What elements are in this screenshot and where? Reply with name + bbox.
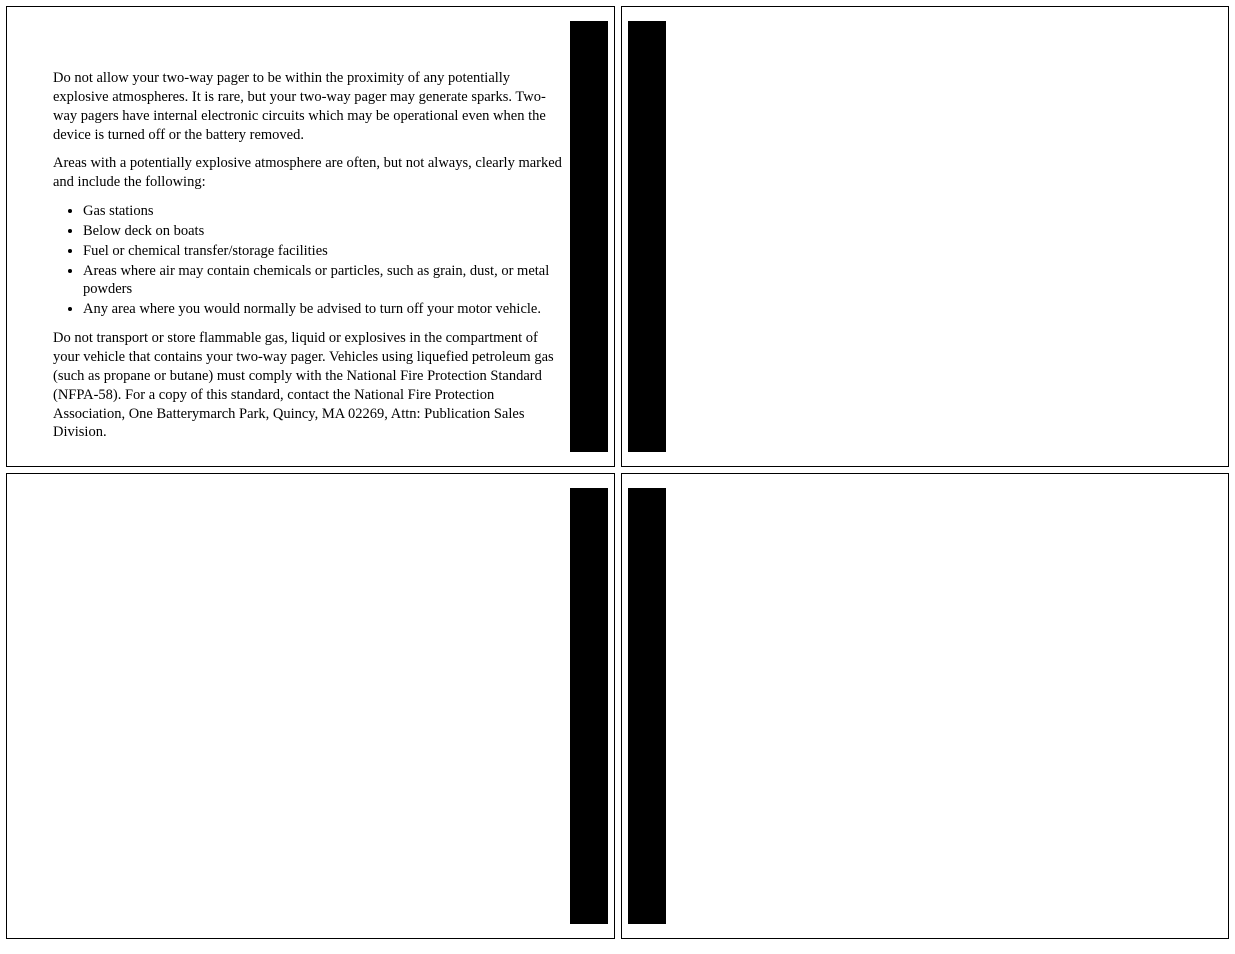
- paragraph-areas-intro: Areas with a potentially explosive atmos…: [53, 154, 566, 192]
- panel-bottom-right: [621, 473, 1230, 939]
- page-grid: Do not allow your two-way pager to be wi…: [6, 6, 1229, 939]
- panel-top-right: [621, 6, 1230, 467]
- list-item: Gas stations: [83, 202, 566, 221]
- spine-bar-icon: [628, 488, 666, 924]
- list-item: Areas where air may contain chemicals or…: [83, 262, 566, 300]
- hazard-areas-list: Gas stations Below deck on boats Fuel or…: [53, 202, 566, 319]
- paragraph-transport: Do not transport or store flammable gas,…: [53, 329, 566, 442]
- spine-bar-icon: [570, 21, 608, 452]
- spine-bar-icon: [570, 488, 608, 924]
- paragraph-intro: Do not allow your two-way pager to be wi…: [53, 69, 566, 144]
- list-item: Any area where you would normally be adv…: [83, 300, 566, 319]
- list-item: Below deck on boats: [83, 222, 566, 241]
- panel-top-left: Do not allow your two-way pager to be wi…: [6, 6, 615, 467]
- panel-bottom-left: [6, 473, 615, 939]
- spine-bar-icon: [628, 21, 666, 452]
- list-item: Fuel or chemical transfer/storage facili…: [83, 242, 566, 261]
- panel-content: Do not allow your two-way pager to be wi…: [53, 21, 568, 442]
